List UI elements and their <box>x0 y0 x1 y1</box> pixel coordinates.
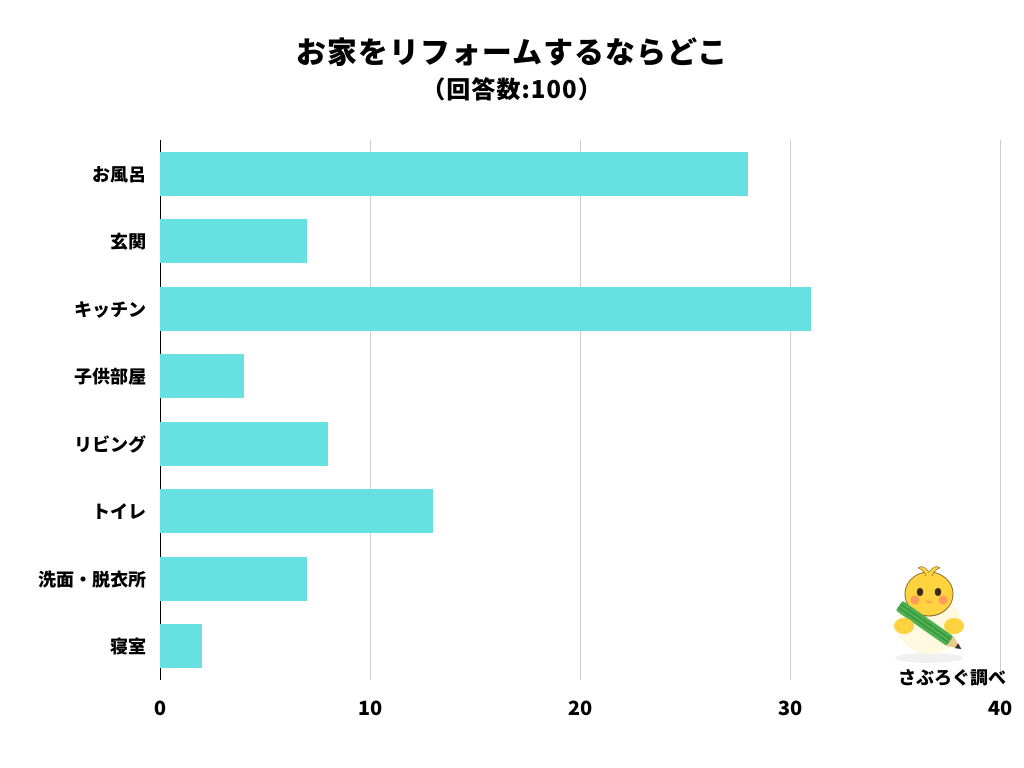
bar <box>160 354 244 398</box>
y-tick-label: 寝室 <box>110 633 160 659</box>
bar-row: 玄関 <box>160 219 1000 263</box>
bar-row: お風呂 <box>160 152 1000 196</box>
bird-pencil-icon <box>874 564 984 664</box>
bar <box>160 489 433 533</box>
chart-subtitle: （回答数:100） <box>0 70 1024 105</box>
y-tick-label: 洗面・脱衣所 <box>38 566 160 592</box>
chart-title: お家をリフォームするならどこ <box>0 28 1024 72</box>
bar <box>160 624 202 668</box>
bar <box>160 557 307 601</box>
y-tick-label: 玄関 <box>110 228 160 254</box>
gridline <box>1000 140 1001 680</box>
bar <box>160 219 307 263</box>
y-tick-label: トイレ <box>92 498 160 524</box>
bar-row: 子供部屋 <box>160 354 1000 398</box>
bar-row: キッチン <box>160 287 1000 331</box>
x-tick-label: 10 <box>358 692 382 721</box>
y-tick-label: キッチン <box>74 296 160 322</box>
bar <box>160 422 328 466</box>
bar <box>160 287 811 331</box>
bar-row: リビング <box>160 422 1000 466</box>
mascot-illustration <box>874 564 984 664</box>
x-tick-label: 30 <box>778 692 802 721</box>
bar-row: トイレ <box>160 489 1000 533</box>
y-tick-label: リビング <box>74 431 160 457</box>
x-tick-label: 20 <box>568 692 592 721</box>
x-tick-label: 0 <box>154 692 166 721</box>
bar <box>160 152 748 196</box>
x-tick-label: 40 <box>988 692 1012 721</box>
y-tick-label: お風呂 <box>92 161 160 187</box>
y-tick-label: 子供部屋 <box>74 363 160 389</box>
attribution-text: さぶろぐ調べ <box>898 664 1006 690</box>
